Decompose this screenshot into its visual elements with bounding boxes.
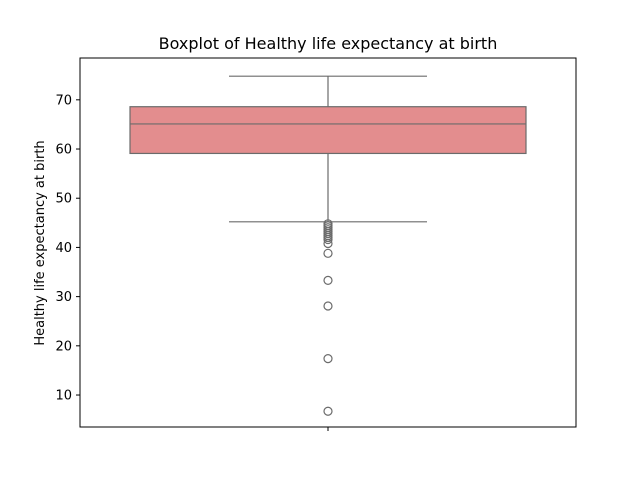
chart-title: Boxplot of Healthy life expectancy at bi… xyxy=(159,34,498,53)
y-tick-label: 60 xyxy=(55,143,72,158)
y-tick-label: 30 xyxy=(55,290,72,305)
y-axis-label: Healthy life expectancy at birth xyxy=(33,140,48,345)
y-tick-label: 10 xyxy=(55,389,72,404)
outlier-point xyxy=(323,275,333,285)
iqr-box xyxy=(129,106,527,155)
y-tick-label: 40 xyxy=(55,241,72,256)
y-tick-label: 50 xyxy=(55,192,72,207)
plot-area: 10 20 30 40 50 60 70 xyxy=(55,57,577,431)
y-tick-label: 20 xyxy=(55,339,72,354)
outlier-point xyxy=(323,354,333,364)
outlier-point xyxy=(323,238,333,249)
y-tick-label: 70 xyxy=(55,93,72,108)
outlier-point xyxy=(323,234,333,245)
outlier-point xyxy=(323,406,333,416)
outlier-point xyxy=(323,248,333,258)
outlier-point xyxy=(323,301,333,311)
